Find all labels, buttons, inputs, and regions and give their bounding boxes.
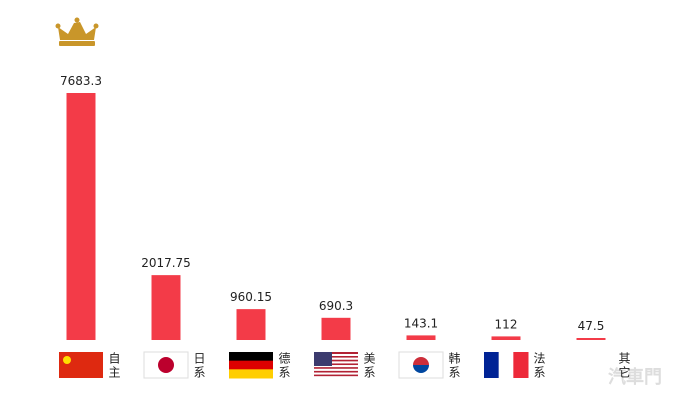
category-label: 韩系 (447, 351, 461, 380)
category-label: 美系 (362, 352, 376, 380)
flag-icon (59, 352, 103, 378)
flag-stripe (314, 370, 358, 373)
flag-stripe (229, 352, 273, 362)
flag-stripe (314, 365, 358, 368)
flag-stripe (314, 374, 358, 377)
bar (321, 317, 351, 340)
flag-stripe (314, 368, 358, 371)
flag-icon (143, 351, 189, 379)
flag-stripe (314, 361, 358, 364)
flag-bg (59, 352, 103, 378)
flag-canton (314, 352, 332, 366)
flag-stripe (314, 352, 358, 354)
category-label: 自主 (107, 352, 121, 380)
flag-stripe (314, 366, 358, 369)
flag-stripe (314, 354, 358, 356)
flag-stripe (229, 369, 273, 379)
flag-taeguk (413, 357, 429, 365)
flag-sun (158, 357, 174, 373)
category-label: 日系 (192, 352, 206, 380)
flag-icon (484, 352, 529, 378)
flag-stripe (229, 360, 273, 370)
flag-stripe (513, 352, 529, 378)
flag-stripe (314, 357, 358, 360)
flag-icon (314, 352, 358, 379)
watermark: 汽車門 (608, 366, 662, 388)
value-label: 960.15 (230, 290, 272, 304)
flag-stripe (314, 363, 358, 366)
category-label: 法系 (532, 352, 546, 380)
category-label: 德系 (277, 351, 291, 380)
bar (236, 309, 266, 340)
value-label: 143.1 (404, 316, 438, 330)
bar (406, 335, 436, 340)
flag-star (63, 356, 71, 364)
bar (66, 93, 96, 340)
flag-stripe (484, 352, 500, 378)
flag-stripe (314, 376, 358, 379)
bar (491, 336, 521, 340)
flag-stripe (314, 355, 358, 358)
flag-stripe (314, 359, 358, 362)
value-label: 2017.75 (141, 256, 191, 270)
flag-stripe (498, 352, 514, 378)
category-label: 其它 (617, 352, 631, 380)
flag-icon (229, 352, 273, 379)
flag-taeguk (413, 365, 429, 373)
value-label: 7683.3 (60, 74, 102, 88)
crown-icon (55, 17, 99, 46)
value-label: 112 (495, 317, 518, 331)
flag-stripe (314, 372, 358, 375)
bar (151, 275, 181, 340)
value-label: 47.5 (578, 319, 605, 333)
bar (576, 338, 606, 340)
value-label: 690.3 (319, 299, 353, 313)
flag-icon (398, 351, 444, 379)
